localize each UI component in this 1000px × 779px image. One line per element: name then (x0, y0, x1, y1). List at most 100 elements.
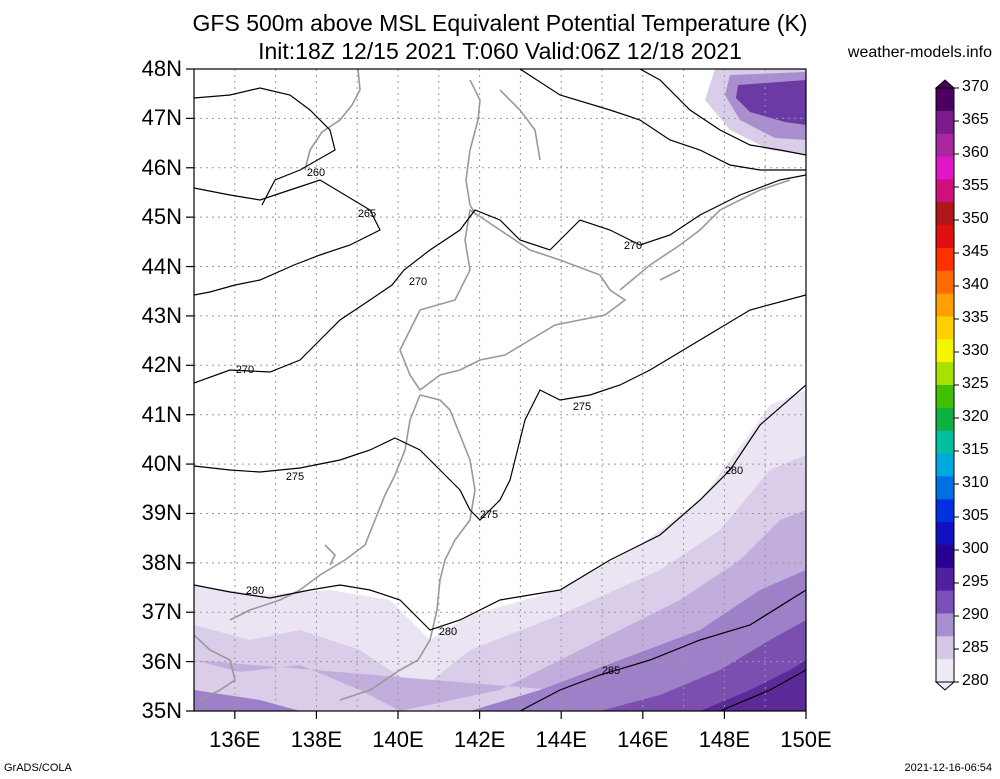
lat-label: 44N (141, 253, 182, 279)
shading-layer (194, 69, 806, 711)
colorbar-label: 285 (962, 639, 989, 656)
chart-subtitle: Init:18Z 12/15 2021 T:060 Valid:06Z 12/1… (258, 38, 742, 64)
lat-label: 41N (141, 401, 182, 427)
colorbar-swatch (936, 133, 954, 158)
colorbar-label: 300 (962, 540, 989, 557)
colorbar-bottom-arrow (934, 681, 956, 691)
lon-label: 136E (209, 727, 261, 752)
footer-software: GrADS/COLA (4, 762, 72, 774)
contour-label: 275 (286, 471, 304, 483)
lon-label: 140E (372, 727, 424, 752)
lat-label: 42N (141, 352, 182, 378)
colorbar-swatch (936, 110, 954, 135)
lat-label: 38N (141, 549, 182, 575)
contour-label: 275 (480, 509, 498, 521)
colorbar-swatch (936, 202, 954, 226)
lat-label: 37N (141, 599, 182, 625)
colorbar-label: 340 (962, 276, 989, 293)
plot-frame (193, 68, 807, 712)
lat-label: 46N (141, 154, 182, 180)
colorbar-swatch (936, 430, 954, 455)
contour-northeast (639, 69, 806, 156)
colorbar-swatch (936, 339, 954, 363)
colorbar-swatch (936, 407, 954, 432)
colorbar-swatch (936, 544, 954, 569)
lat-label: 48N (141, 56, 182, 81)
colorbar-label: 330 (962, 342, 989, 359)
colorbar-label: 360 (962, 144, 989, 161)
colorbar-label: 370 (962, 78, 989, 95)
colorbar-label: 335 (962, 309, 989, 326)
colorbar-swatch (936, 522, 954, 546)
colorbar-label: 295 (962, 573, 989, 590)
colorbar-swatch (936, 499, 954, 523)
colorbar-swatch (936, 659, 954, 683)
lat-label: 40N (141, 451, 182, 477)
contour-label: 270 (624, 240, 642, 252)
colorbar-label: 350 (962, 210, 989, 227)
contour-label: 260 (307, 167, 325, 179)
coast-honshu (229, 394, 476, 701)
colorbar-swatch (936, 270, 954, 295)
axis-ticks (186, 68, 807, 719)
contour-label: 280 (439, 626, 457, 638)
contour-label: 280 (725, 465, 743, 477)
colorbar-label: 320 (962, 408, 989, 425)
colorbar-swatch (936, 476, 954, 500)
footer-timestamp: 2021-12-16-06:54 (904, 762, 992, 774)
colorbar-label: 310 (962, 474, 989, 491)
colorbar-swatch (936, 453, 954, 477)
colorbar-swatch (936, 636, 954, 660)
contour-label: 275 (573, 401, 591, 413)
lon-label: 150E (780, 727, 832, 752)
lat-label: 35N (141, 698, 182, 723)
colorbar-swatch (936, 613, 954, 637)
contour-290 (719, 669, 806, 711)
coastlines (194, 69, 791, 701)
lat-label: 47N (141, 105, 182, 131)
colorbar-swatch (936, 293, 954, 317)
colorbar-label: 345 (962, 243, 989, 260)
contour-285 (519, 589, 806, 711)
contour-label: 280 (246, 585, 264, 597)
contour-275-mid (194, 294, 806, 521)
coast-sado (324, 544, 336, 566)
colorbar-label: 315 (962, 441, 989, 458)
contour-label: 270 (236, 364, 254, 376)
contour-270-north (519, 69, 806, 171)
contour-label: 270 (409, 276, 427, 288)
colorbar-swatch (936, 567, 954, 592)
contour-270-west (194, 174, 806, 384)
colorbar-swatch (936, 247, 954, 272)
colorbar-swatch (936, 179, 954, 203)
colorbar-label: 325 (962, 375, 989, 392)
lat-label: 43N (141, 302, 182, 328)
lon-label: 146E (617, 727, 669, 752)
contour-label: 285 (602, 665, 620, 677)
colorbar-swatch (936, 88, 954, 112)
lat-label: 39N (141, 500, 182, 526)
contour-label-layer: 260 265 270 270 270 275 275 275 280 280 … (236, 167, 743, 677)
contour-280 (194, 384, 806, 631)
colorbar-label: 365 (962, 111, 989, 128)
colorbar-swatch (936, 225, 954, 249)
lon-label: 142E (453, 727, 506, 752)
colorbar-label: 290 (962, 606, 989, 623)
shade-band-290 (700, 660, 806, 711)
shade-northeast-inner (736, 80, 806, 125)
contour-260 (194, 87, 336, 206)
colorbar-swatch (936, 590, 954, 614)
colorbar-label: 305 (962, 507, 989, 524)
coast-kuril (619, 179, 791, 291)
lon-label: 138E (290, 727, 343, 752)
lat-label: 36N (141, 648, 182, 674)
colorbar-label: 355 (962, 177, 989, 194)
coast-korea-japan (194, 634, 236, 701)
colorbar (934, 79, 959, 691)
colorbar-label: 280 (962, 672, 989, 689)
contour-265 (194, 179, 381, 296)
lon-label: 148E (698, 727, 751, 752)
lat-label: 45N (141, 204, 182, 230)
colorbar-swatch (936, 385, 954, 409)
